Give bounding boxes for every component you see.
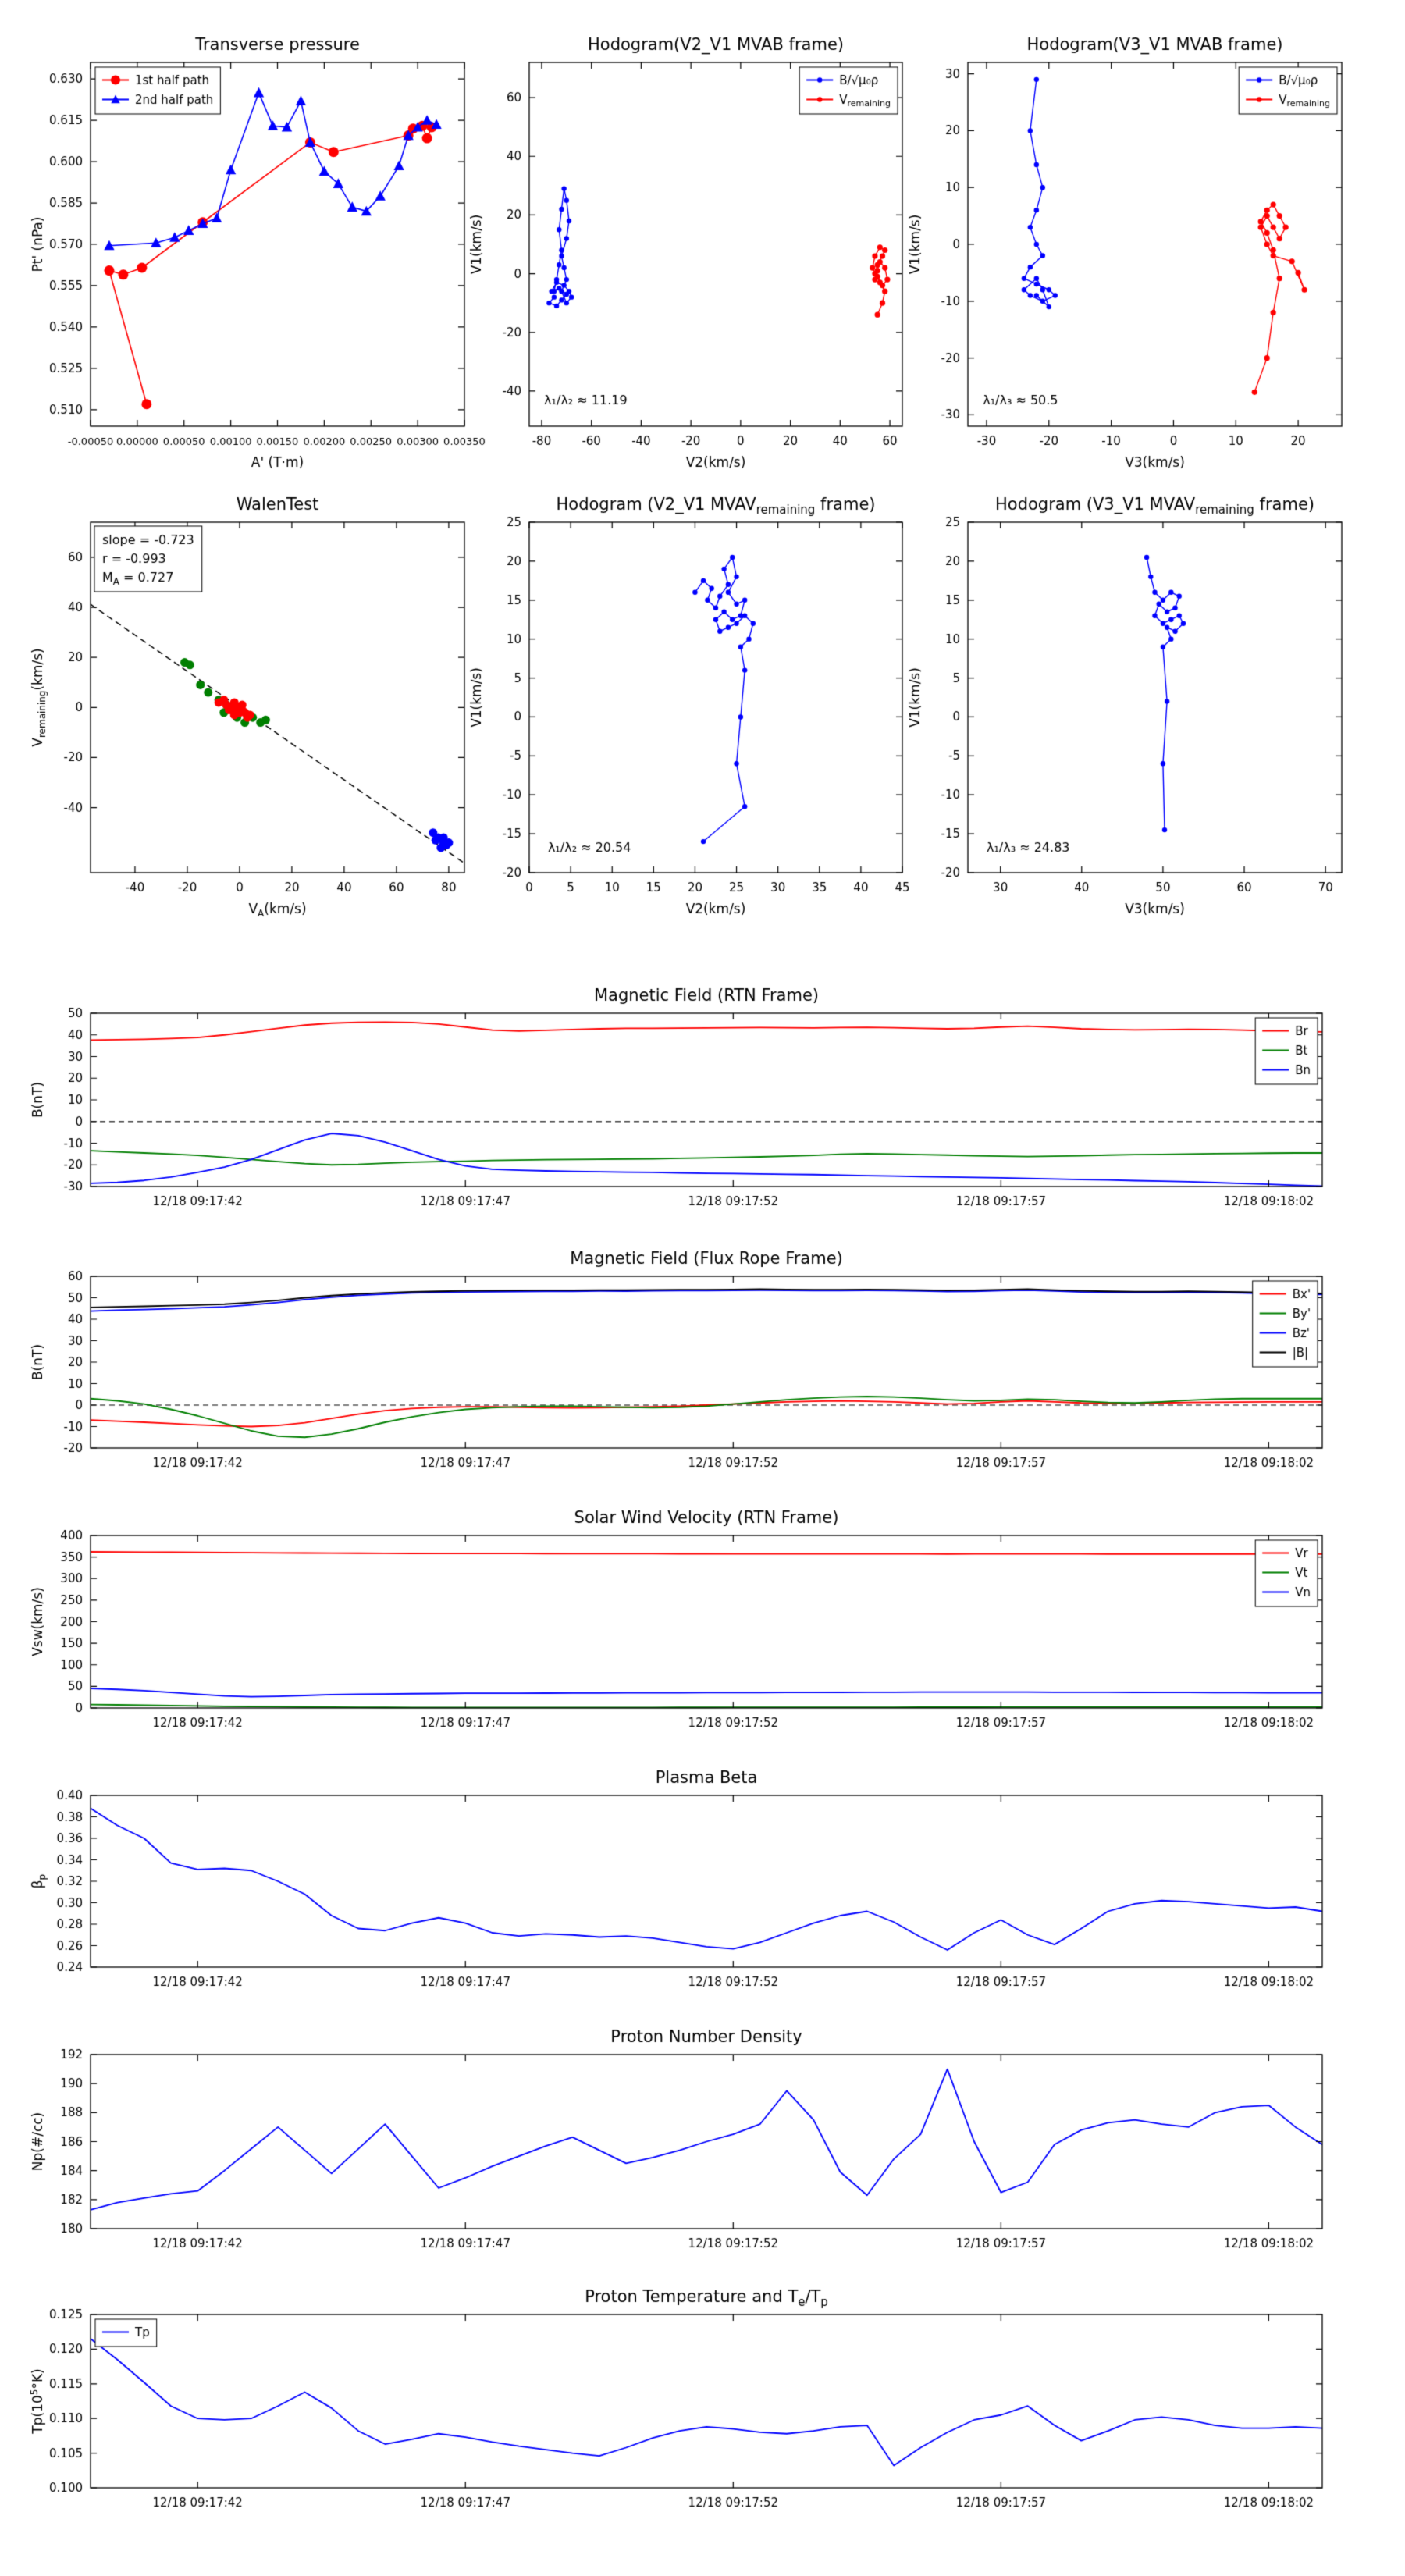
chart-walen-test (23, 475, 496, 929)
chart-solar-wind-velocity (23, 1489, 1353, 1764)
chart-hodogram-v2-v1-mvab (462, 16, 934, 482)
chart-magnetic-field-rtn (23, 966, 1353, 1243)
chart-transverse-pressure (23, 16, 496, 482)
chart-proton-temperature (23, 2268, 1353, 2544)
chart-hodogram-v3-v1-mvab (901, 16, 1373, 482)
chart-hodogram-v2-v1-mvav (462, 475, 934, 929)
chart-magnetic-field-flux-rope (23, 1229, 1353, 1504)
chart-plasma-beta (23, 1749, 1353, 2023)
chart-proton-number-density (23, 2008, 1353, 2285)
chart-hodogram-v3-v1-mvav (901, 475, 1373, 929)
